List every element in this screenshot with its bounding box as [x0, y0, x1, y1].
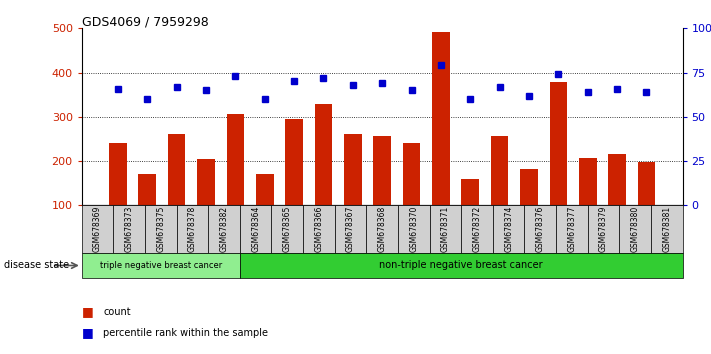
Bar	[315, 104, 332, 250]
FancyBboxPatch shape	[145, 205, 176, 253]
Text: GSM678367: GSM678367	[346, 206, 355, 252]
Text: GSM678364: GSM678364	[251, 206, 260, 252]
FancyBboxPatch shape	[588, 205, 619, 253]
Text: triple negative breast cancer: triple negative breast cancer	[100, 261, 222, 270]
Bar	[609, 154, 626, 250]
Bar	[638, 162, 656, 250]
FancyBboxPatch shape	[82, 253, 240, 278]
Text: GSM678370: GSM678370	[410, 206, 418, 252]
Text: percentile rank within the sample: percentile rank within the sample	[103, 328, 268, 338]
Bar	[373, 136, 391, 250]
Text: GSM678373: GSM678373	[124, 206, 134, 252]
FancyBboxPatch shape	[240, 205, 272, 253]
Text: GDS4069 / 7959298: GDS4069 / 7959298	[82, 16, 208, 29]
Text: GSM678369: GSM678369	[93, 206, 102, 252]
FancyBboxPatch shape	[113, 205, 145, 253]
Text: disease state: disease state	[4, 261, 69, 270]
FancyBboxPatch shape	[651, 205, 683, 253]
FancyBboxPatch shape	[493, 205, 525, 253]
FancyBboxPatch shape	[366, 205, 398, 253]
Bar	[432, 32, 449, 250]
FancyBboxPatch shape	[272, 205, 303, 253]
FancyBboxPatch shape	[461, 205, 493, 253]
Text: GSM678375: GSM678375	[156, 206, 166, 252]
Bar	[168, 133, 186, 250]
Text: GSM678377: GSM678377	[567, 206, 577, 252]
FancyBboxPatch shape	[429, 205, 461, 253]
FancyBboxPatch shape	[303, 205, 335, 253]
Text: GSM678380: GSM678380	[631, 206, 640, 252]
Text: GSM678366: GSM678366	[314, 206, 324, 252]
Text: GSM678382: GSM678382	[220, 206, 228, 252]
FancyBboxPatch shape	[208, 205, 240, 253]
Bar	[227, 114, 244, 250]
Text: GSM678376: GSM678376	[536, 206, 545, 252]
FancyBboxPatch shape	[240, 253, 683, 278]
Bar	[344, 133, 362, 250]
FancyBboxPatch shape	[525, 205, 556, 253]
FancyBboxPatch shape	[82, 205, 113, 253]
Bar	[461, 179, 479, 250]
Bar	[285, 119, 303, 250]
FancyBboxPatch shape	[335, 205, 366, 253]
Text: GSM678371: GSM678371	[441, 206, 450, 252]
Text: GSM678365: GSM678365	[283, 206, 292, 252]
Bar	[579, 158, 597, 250]
FancyBboxPatch shape	[619, 205, 651, 253]
Bar	[520, 169, 538, 250]
Text: GSM678381: GSM678381	[662, 206, 671, 252]
Text: non-triple negative breast cancer: non-triple negative breast cancer	[380, 261, 543, 270]
Bar	[197, 159, 215, 250]
Bar	[139, 175, 156, 250]
Text: ■: ■	[82, 326, 94, 339]
FancyBboxPatch shape	[176, 205, 208, 253]
Text: GSM678372: GSM678372	[473, 206, 481, 252]
Text: GSM678378: GSM678378	[188, 206, 197, 252]
Bar	[402, 143, 420, 250]
FancyBboxPatch shape	[398, 205, 429, 253]
Bar	[550, 82, 567, 250]
Text: GSM678374: GSM678374	[504, 206, 513, 252]
Bar	[491, 136, 508, 250]
Text: GSM678379: GSM678379	[599, 206, 608, 252]
Text: ■: ■	[82, 305, 94, 318]
Bar	[256, 175, 274, 250]
Bar	[109, 143, 127, 250]
Text: count: count	[103, 307, 131, 316]
FancyBboxPatch shape	[556, 205, 588, 253]
Text: GSM678368: GSM678368	[378, 206, 387, 252]
